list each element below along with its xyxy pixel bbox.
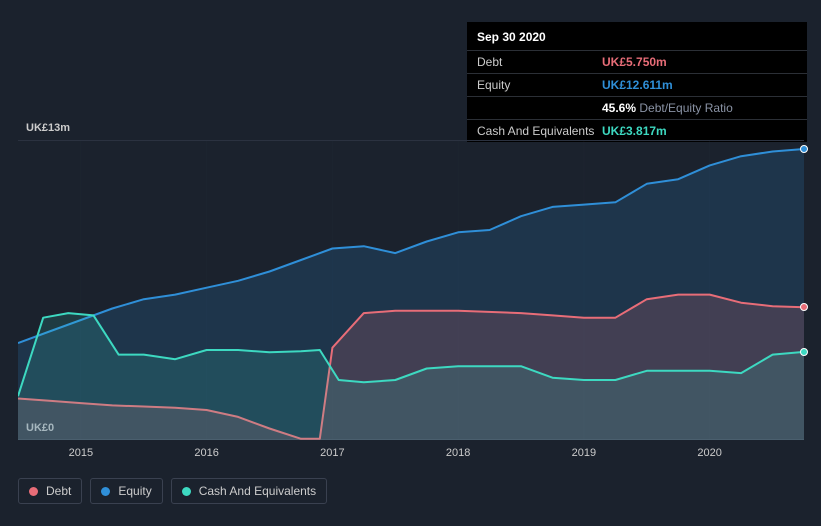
legend-label: Equity <box>118 484 151 498</box>
legend-swatch <box>29 487 38 496</box>
legend-label: Debt <box>46 484 71 498</box>
tooltip-row-value: 45.6% Debt/Equity Ratio <box>602 100 733 116</box>
legend-item[interactable]: Cash And Equivalents <box>171 478 327 504</box>
tooltip-row-value: UK£3.817m <box>602 123 667 139</box>
tooltip-row-label: Debt <box>477 54 602 70</box>
x-axis-tick: 2015 <box>69 447 93 459</box>
debt-end-dot <box>800 303 808 311</box>
tooltip-row-label <box>477 100 602 116</box>
tooltip-row: Cash And EquivalentsUK£3.817m <box>467 119 807 142</box>
legend-swatch <box>101 487 110 496</box>
tooltip-panel: Sep 30 2020 DebtUK£5.750mEquityUK£12.611… <box>467 22 807 142</box>
tooltip-row: EquityUK£12.611m <box>467 73 807 96</box>
area-chart-svg <box>18 140 804 440</box>
x-axis-tick: 2020 <box>697 447 721 459</box>
x-axis: 2015 2016 2017 2018 2019 2020 <box>18 447 804 465</box>
chart-area <box>18 140 804 440</box>
tooltip-row: 45.6% Debt/Equity Ratio <box>467 96 807 119</box>
tooltip-date: Sep 30 2020 <box>467 28 807 50</box>
legend-swatch <box>182 487 191 496</box>
x-axis-tick: 2016 <box>194 447 218 459</box>
legend-item[interactable]: Debt <box>18 478 82 504</box>
cash-end-dot <box>800 348 808 356</box>
legend-item[interactable]: Equity <box>90 478 162 504</box>
legend: Debt Equity Cash And Equivalents <box>18 478 327 504</box>
x-axis-tick: 2019 <box>572 447 596 459</box>
legend-label: Cash And Equivalents <box>199 484 316 498</box>
tooltip-row: DebtUK£5.750m <box>467 50 807 73</box>
y-axis-label: UK£13m <box>26 122 70 134</box>
x-axis-tick: 2017 <box>320 447 344 459</box>
tooltip-row-label: Cash And Equivalents <box>477 123 602 139</box>
tooltip-row-value: UK£5.750m <box>602 54 667 70</box>
tooltip-row-value: UK£12.611m <box>602 77 673 93</box>
equity-end-dot <box>800 145 808 153</box>
tooltip-row-label: Equity <box>477 77 602 93</box>
x-axis-tick: 2018 <box>446 447 470 459</box>
